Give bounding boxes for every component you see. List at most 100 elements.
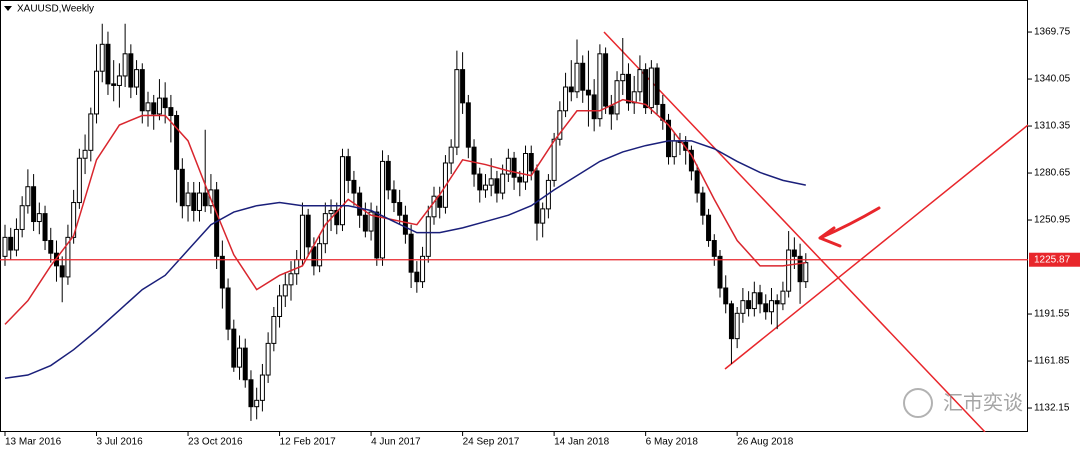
candle-body <box>31 186 37 223</box>
candle-body <box>111 83 117 86</box>
candle-body <box>585 89 591 96</box>
candle-body <box>746 300 752 310</box>
candle-body <box>540 208 546 224</box>
candle-body <box>345 156 351 181</box>
x-tick-label: 6 May 2018 <box>646 437 699 448</box>
candle-body <box>145 102 151 112</box>
candle-body <box>299 214 305 261</box>
candle-body <box>523 152 529 183</box>
candle-body <box>643 69 649 109</box>
trend-line <box>724 124 1028 370</box>
candle-body <box>648 67 654 109</box>
candle-body <box>654 67 660 105</box>
price-level-label: 1225.87 <box>1034 254 1071 265</box>
candle-body <box>591 94 597 120</box>
candle-body <box>751 292 757 310</box>
plot-frame <box>0 0 1028 432</box>
candle-body <box>557 110 563 140</box>
candle-body <box>368 211 374 232</box>
price-level-tag <box>1029 252 1080 267</box>
candle-body <box>191 192 197 211</box>
candle-body <box>551 138 557 181</box>
candle-body <box>614 80 620 115</box>
candle-body <box>757 292 763 305</box>
moving-average-line <box>4 98 806 325</box>
candle-body <box>568 86 574 93</box>
candle-body <box>803 262 809 283</box>
candle-body <box>242 347 248 381</box>
candle-body <box>265 342 271 376</box>
candle-body <box>465 102 471 148</box>
candle-body <box>563 86 569 112</box>
candle-body <box>517 176 523 183</box>
candle-body <box>357 192 363 216</box>
candle-body <box>671 140 677 158</box>
candle-body <box>763 303 769 313</box>
candle-body <box>380 160 386 259</box>
candle-body <box>494 178 500 194</box>
x-tick-label: 24 Sep 2017 <box>463 437 520 448</box>
candle-body <box>82 149 88 159</box>
candle-body <box>574 62 580 93</box>
candle-body <box>374 211 380 259</box>
candle-body <box>139 69 145 112</box>
candle-body <box>791 249 797 257</box>
candle-body <box>248 379 254 408</box>
candle-body <box>277 295 283 317</box>
candle-body <box>431 195 437 218</box>
candle-body <box>740 300 746 314</box>
candle-body <box>334 209 340 226</box>
candle-body <box>797 255 803 283</box>
candle-body <box>408 233 414 273</box>
candle-body <box>711 240 717 257</box>
watermark-text: 汇市奕谈 <box>943 391 1023 414</box>
candle-body <box>448 146 454 164</box>
candle-body <box>774 300 780 305</box>
candle-body <box>528 152 534 172</box>
candle-body <box>128 53 134 88</box>
candle-body <box>305 214 311 248</box>
y-tick-label: 1369.75 <box>1034 27 1071 38</box>
candle-body <box>8 236 14 251</box>
candle-body <box>482 184 488 191</box>
menu-triangle <box>4 6 12 11</box>
candle-body <box>666 119 672 158</box>
candle-body <box>116 75 122 86</box>
candle-body <box>460 69 466 104</box>
candle-body <box>477 173 483 191</box>
y-tick-label: 1340.05 <box>1034 74 1071 85</box>
candle-body <box>174 115 180 170</box>
candle-body <box>271 315 277 344</box>
candle-body <box>76 157 82 204</box>
candle-body <box>637 69 643 93</box>
candle-body <box>425 216 431 257</box>
candle-body <box>156 97 162 115</box>
candle-body <box>500 173 506 194</box>
candle-body <box>185 192 191 207</box>
candle-body <box>25 186 31 207</box>
y-tick-label: 1280.65 <box>1034 168 1071 179</box>
candle-body <box>202 192 208 207</box>
candle-body <box>728 303 734 340</box>
candle-body <box>42 213 48 242</box>
candle-body <box>385 160 391 191</box>
candle-body <box>723 287 729 305</box>
candle-body <box>99 43 105 72</box>
x-tick-label: 26 Aug 2018 <box>737 437 794 448</box>
candle-body <box>151 102 157 115</box>
candle-body <box>122 53 128 77</box>
plot-area <box>0 23 1028 432</box>
candle-body <box>534 170 540 224</box>
candle-body <box>288 273 294 286</box>
candle-body <box>511 157 517 178</box>
candle-body <box>706 214 712 242</box>
y-tick-label: 1161.85 <box>1034 356 1070 367</box>
candle-body <box>13 228 19 251</box>
candle-body <box>339 156 345 226</box>
candle-body <box>402 214 408 235</box>
candle-body <box>94 70 100 115</box>
candle-body <box>48 240 54 254</box>
candle-body <box>768 300 774 313</box>
candle-body <box>505 157 511 175</box>
